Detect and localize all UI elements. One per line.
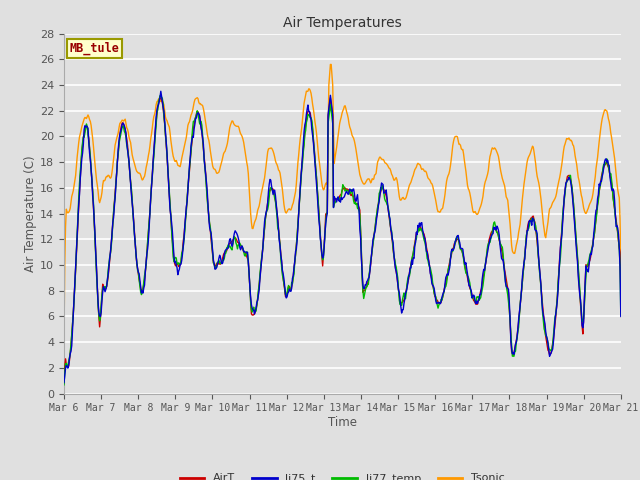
Text: MB_tule: MB_tule (70, 42, 120, 55)
AirT (617, 286, 625, 292)
li77_temp (428, 269, 435, 275)
Line: li77_temp: li77_temp (64, 96, 621, 385)
AirT (428, 274, 435, 279)
Legend: AirT, li75_t, li77_temp, Tsonic: AirT, li75_t, li77_temp, Tsonic (175, 469, 509, 480)
li77_temp (70, 298, 78, 303)
li75_t (157, 88, 164, 94)
li77_temp (60, 382, 68, 388)
li77_temp (185, 176, 193, 181)
Tsonic (326, 61, 334, 67)
Tsonic (214, 170, 221, 176)
li77_temp (617, 312, 625, 318)
AirT (60, 371, 68, 376)
li77_temp (127, 186, 135, 192)
li75_t (185, 175, 193, 180)
Line: AirT: AirT (64, 98, 621, 373)
AirT (214, 261, 222, 267)
Tsonic (617, 256, 625, 262)
li75_t (214, 260, 222, 265)
li75_t (70, 294, 78, 300)
li77_temp (214, 259, 222, 265)
li75_t (127, 192, 135, 197)
li75_t (411, 242, 419, 248)
Tsonic (127, 146, 135, 152)
AirT (70, 296, 78, 302)
AirT (185, 176, 193, 182)
li75_t (428, 274, 435, 279)
li75_t (617, 313, 625, 319)
Tsonic (184, 122, 192, 128)
AirT (411, 240, 419, 246)
li77_temp (156, 93, 164, 98)
Tsonic (70, 183, 78, 189)
Line: li75_t: li75_t (64, 91, 621, 383)
li75_t (60, 380, 68, 385)
AirT (156, 95, 164, 101)
Y-axis label: Air Temperature (C): Air Temperature (C) (24, 156, 37, 272)
Tsonic (60, 335, 68, 340)
Tsonic (428, 180, 435, 186)
Tsonic (411, 167, 419, 173)
Line: Tsonic: Tsonic (64, 64, 621, 337)
li77_temp (411, 242, 419, 248)
AirT (127, 188, 135, 193)
X-axis label: Time: Time (328, 416, 357, 429)
Title: Air Temperatures: Air Temperatures (283, 16, 402, 30)
